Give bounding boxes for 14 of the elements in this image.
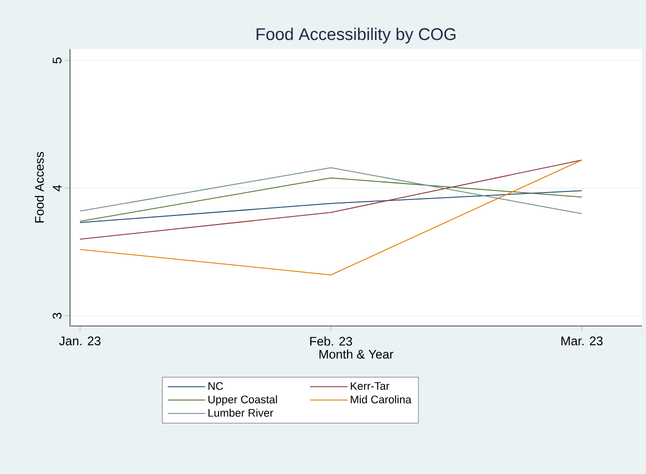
legend-label: Kerr-Tar — [350, 382, 390, 390]
x-tick-label: Jan. 23 — [59, 336, 100, 346]
legend-label: Lumber River — [208, 408, 274, 417]
legend-label: Mid Carolina — [350, 395, 412, 404]
y-tick-label: 5 — [52, 58, 62, 64]
x-axis-title: Month & Year — [320, 350, 394, 359]
x-tick-label: Feb. 23 — [310, 336, 352, 346]
legend-label: Upper Coastal — [208, 395, 277, 406]
legend-label: NC — [208, 382, 224, 390]
y-tick-label: 4 — [52, 185, 62, 192]
y-axis-title: Food Access — [34, 152, 44, 222]
y-tick-label: 3 — [52, 312, 62, 319]
x-tick-label: Mar. 23 — [561, 336, 603, 346]
chart-title: Food Accessibility by COG — [256, 28, 456, 44]
